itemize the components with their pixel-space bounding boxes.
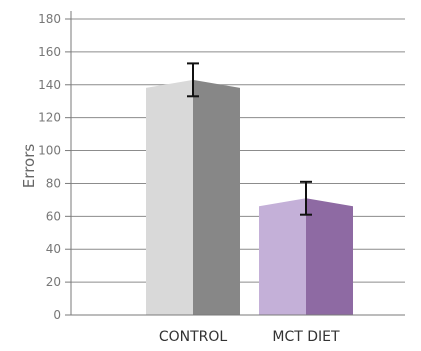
x-category-label: MCT DIET bbox=[272, 329, 340, 345]
bar-right-face bbox=[193, 79, 240, 315]
y-tick-label: 20 bbox=[46, 275, 61, 289]
y-tick-label: 120 bbox=[38, 111, 61, 125]
axes bbox=[70, 11, 405, 316]
error-bar bbox=[300, 180, 312, 216]
y-tick-label: 140 bbox=[38, 78, 61, 92]
y-axis-title: Errors bbox=[20, 144, 38, 189]
y-tick-label: 80 bbox=[46, 176, 61, 190]
y-tick-label: 100 bbox=[38, 144, 61, 158]
y-tick-label: 60 bbox=[46, 209, 61, 223]
bars: CONTROL MCT DIET bbox=[146, 62, 353, 345]
bar-left-face bbox=[146, 79, 193, 315]
error-bar bbox=[187, 62, 199, 98]
y-tick-label: 0 bbox=[53, 308, 61, 322]
y-tick-label: 160 bbox=[38, 45, 61, 59]
bar-right-face bbox=[306, 198, 353, 315]
bar-group-1: MCT DIET bbox=[259, 180, 353, 345]
y-tick-label: 180 bbox=[38, 12, 61, 26]
x-category-label: CONTROL bbox=[159, 329, 228, 345]
bar-group-0: CONTROL bbox=[146, 62, 240, 345]
y-tick-label: 40 bbox=[46, 242, 61, 256]
bar-left-face bbox=[259, 198, 306, 315]
